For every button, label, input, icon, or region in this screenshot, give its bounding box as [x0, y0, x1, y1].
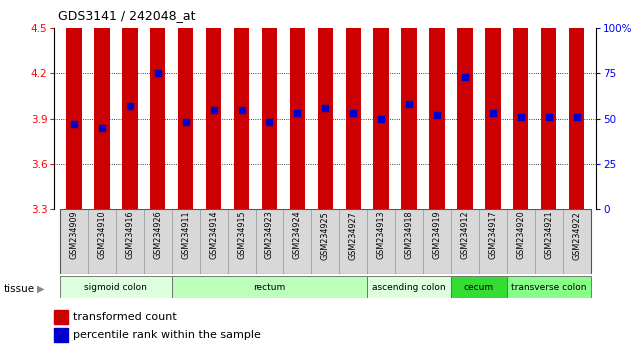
Text: GSM234927: GSM234927 — [349, 211, 358, 259]
Bar — [206, 0, 221, 209]
Bar — [262, 0, 277, 209]
Bar — [401, 0, 417, 209]
Point — [181, 119, 191, 125]
Bar — [88, 209, 116, 274]
Text: GSM234921: GSM234921 — [544, 211, 553, 259]
Bar — [429, 0, 445, 209]
Bar — [318, 0, 333, 209]
Bar — [199, 209, 228, 274]
Bar — [144, 209, 172, 274]
Text: GSM234919: GSM234919 — [433, 211, 442, 259]
Text: GSM234922: GSM234922 — [572, 211, 581, 259]
Bar — [541, 0, 556, 209]
Bar — [54, 310, 68, 324]
Bar — [122, 0, 138, 209]
Point — [572, 114, 582, 120]
Text: ascending colon: ascending colon — [372, 282, 446, 292]
Bar — [67, 0, 81, 209]
Bar — [457, 0, 472, 209]
Text: GSM234923: GSM234923 — [265, 211, 274, 259]
Text: percentile rank within the sample: percentile rank within the sample — [74, 330, 262, 340]
Text: GSM234912: GSM234912 — [460, 211, 469, 259]
Bar — [178, 0, 194, 209]
Text: tissue: tissue — [3, 284, 35, 293]
Bar — [116, 209, 144, 274]
Bar — [569, 0, 584, 209]
Text: GSM234910: GSM234910 — [97, 211, 106, 259]
Point — [376, 116, 387, 121]
Point — [292, 110, 303, 116]
Point — [97, 125, 107, 131]
Text: GSM234917: GSM234917 — [488, 211, 497, 259]
Point — [69, 121, 79, 127]
Bar — [374, 0, 389, 209]
Bar — [367, 276, 451, 298]
Point — [208, 107, 219, 113]
Text: cecum: cecum — [464, 282, 494, 292]
Text: ▶: ▶ — [37, 284, 45, 293]
Point — [348, 110, 358, 116]
Text: GSM234925: GSM234925 — [320, 211, 330, 259]
Bar — [60, 209, 88, 274]
Point — [237, 107, 247, 113]
Point — [515, 114, 526, 120]
Bar — [339, 209, 367, 274]
Bar — [535, 209, 563, 274]
Bar — [54, 328, 68, 342]
Point — [404, 101, 414, 107]
Text: transformed count: transformed count — [74, 312, 177, 322]
Point — [320, 105, 331, 110]
Text: GSM234920: GSM234920 — [516, 211, 525, 259]
Bar — [283, 209, 312, 274]
Bar — [563, 209, 590, 274]
Point — [460, 74, 470, 80]
Bar — [60, 276, 172, 298]
Point — [125, 103, 135, 109]
Text: sigmoid colon: sigmoid colon — [85, 282, 147, 292]
Bar — [234, 0, 249, 209]
Bar — [150, 0, 165, 209]
Bar — [228, 209, 256, 274]
Text: GDS3141 / 242048_at: GDS3141 / 242048_at — [58, 9, 196, 22]
Bar — [507, 276, 590, 298]
Bar — [172, 276, 367, 298]
Point — [488, 110, 498, 116]
Text: GSM234913: GSM234913 — [377, 211, 386, 259]
Bar — [290, 0, 305, 209]
Bar — [94, 0, 110, 209]
Text: GSM234924: GSM234924 — [293, 211, 302, 259]
Text: GSM234911: GSM234911 — [181, 211, 190, 259]
Bar — [513, 0, 528, 209]
Text: GSM234926: GSM234926 — [153, 211, 162, 259]
Bar — [423, 209, 451, 274]
Bar — [395, 209, 423, 274]
Text: GSM234914: GSM234914 — [209, 211, 218, 259]
Bar — [451, 209, 479, 274]
Point — [432, 112, 442, 118]
Point — [153, 71, 163, 76]
Point — [544, 114, 554, 120]
Bar — [172, 209, 199, 274]
Bar — [485, 0, 501, 209]
Bar — [507, 209, 535, 274]
Bar — [367, 209, 395, 274]
Text: transverse colon: transverse colon — [511, 282, 587, 292]
Text: GSM234916: GSM234916 — [126, 211, 135, 259]
Text: rectum: rectum — [253, 282, 286, 292]
Bar — [256, 209, 283, 274]
Text: GSM234909: GSM234909 — [69, 211, 79, 259]
Bar — [312, 209, 339, 274]
Bar — [451, 276, 507, 298]
Point — [264, 119, 274, 125]
Text: GSM234915: GSM234915 — [237, 211, 246, 259]
Bar — [479, 209, 507, 274]
Text: GSM234918: GSM234918 — [404, 211, 413, 259]
Bar — [345, 0, 361, 209]
